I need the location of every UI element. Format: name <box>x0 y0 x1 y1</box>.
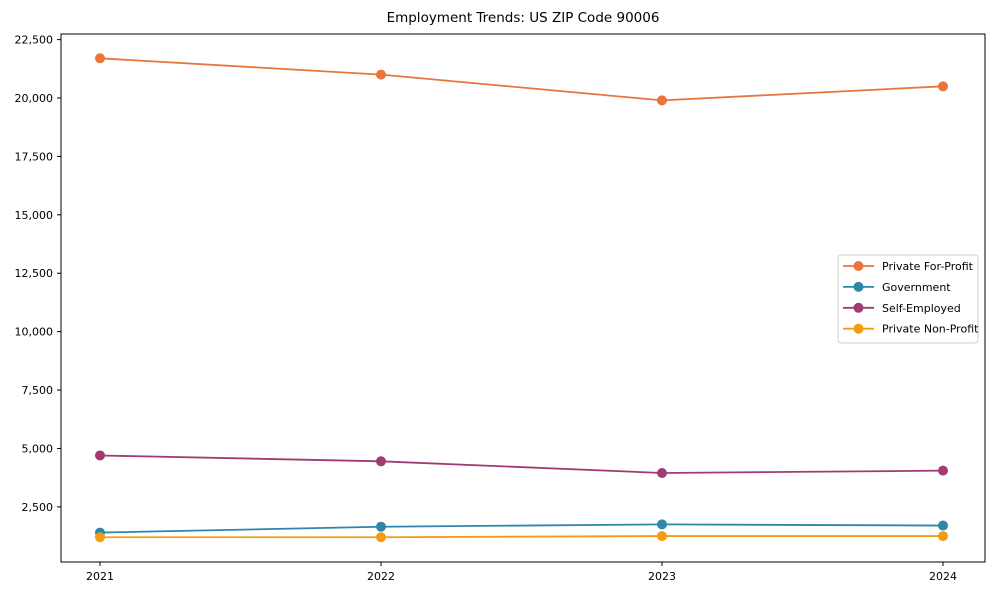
legend-marker <box>853 323 864 334</box>
y-tick-label: 22,500 <box>15 34 54 47</box>
data-point <box>938 81 948 92</box>
y-tick-label: 12,500 <box>15 267 54 280</box>
y-tick-label: 15,000 <box>15 209 54 222</box>
legend-label: Private For-Profit <box>882 260 974 273</box>
data-point <box>376 532 386 543</box>
series-self-employed <box>95 450 948 478</box>
series-line <box>99 535 944 539</box>
data-point <box>376 69 386 80</box>
plot-border-rect <box>60 33 986 563</box>
series-line <box>99 523 944 534</box>
legend-marker <box>853 281 864 292</box>
legend-marker <box>853 302 864 313</box>
data-point <box>376 521 386 532</box>
x-tick-label: 2022 <box>367 570 395 583</box>
data-point <box>657 467 667 478</box>
data-point <box>657 531 667 542</box>
series-line <box>99 454 944 474</box>
y-tick-label: 20,000 <box>15 92 54 105</box>
data-point <box>657 95 667 106</box>
y-tick-label: 2,500 <box>22 501 54 514</box>
data-point <box>938 531 948 542</box>
series-private-for-profit <box>95 53 948 106</box>
series-line <box>99 57 944 102</box>
legend-label: Self-Employed <box>882 302 961 315</box>
data-point <box>95 532 105 543</box>
legend-item: Private For-Profit <box>843 260 974 273</box>
data-point <box>938 465 948 476</box>
y-tick-label: 7,500 <box>22 384 54 397</box>
y-axis: 2,500 5,000 7,500 10,000 12,500 15,000 17,500 2… <box>15 34 61 514</box>
data-point <box>95 53 105 64</box>
series-group <box>95 53 948 543</box>
x-tick-label: 2024 <box>929 570 957 583</box>
series-private-non-profit <box>95 531 948 543</box>
x-tick-label: 2023 <box>648 570 676 583</box>
data-point <box>657 519 667 530</box>
legend-item: Self-Employed <box>843 302 961 315</box>
series-government <box>95 519 948 538</box>
plot-border <box>60 33 986 563</box>
y-tick-label: 17,500 <box>15 150 54 163</box>
chart-title: Employment Trends: US ZIP Code 90006 <box>387 10 660 26</box>
legend: Private For-Profit Government Self-Employe… <box>837 254 979 344</box>
y-tick-label: 5,000 <box>22 442 54 455</box>
data-point <box>95 450 105 461</box>
legend-box <box>837 254 979 344</box>
legend-label: Government <box>882 281 951 294</box>
legend-marker <box>853 261 864 271</box>
legend-item: Government <box>843 281 951 294</box>
y-tick-label: 10,000 <box>15 326 54 339</box>
legend-item: Private Non-Profit <box>843 323 979 336</box>
x-tick-label: 2021 <box>86 570 114 583</box>
legend-label: Private Non-Profit <box>882 323 979 336</box>
data-point <box>376 456 386 467</box>
data-point <box>938 520 948 531</box>
x-axis: 2021 2022 2023 2024 <box>86 562 957 583</box>
